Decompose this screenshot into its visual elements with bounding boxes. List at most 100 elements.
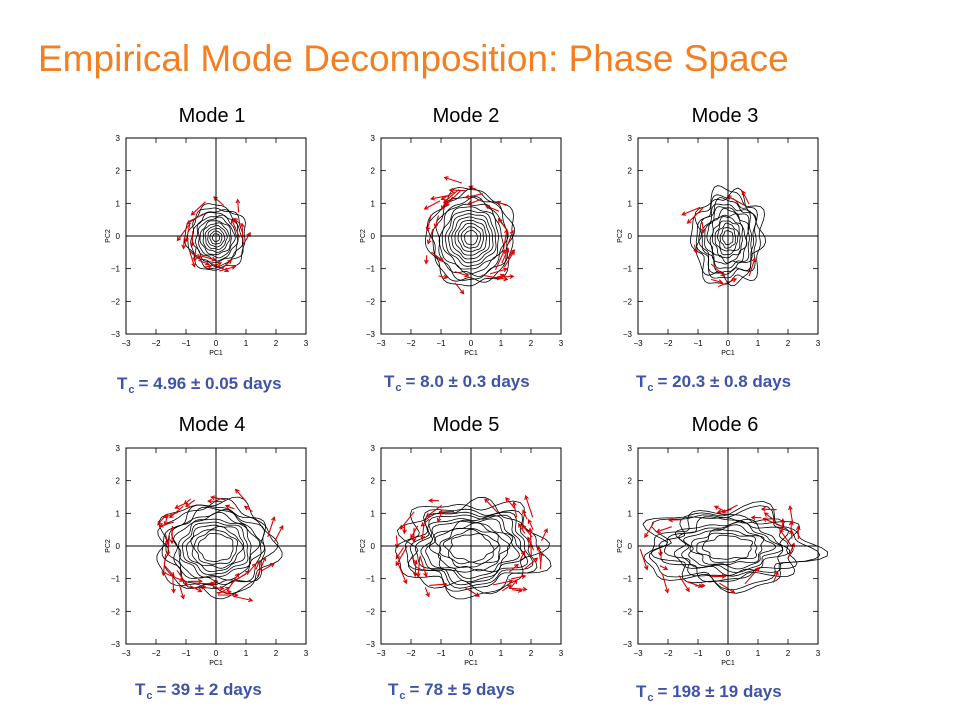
- flow-arrow: [225, 505, 235, 510]
- flow-arrow-head: [464, 194, 470, 200]
- flow-arrow-head: [522, 586, 528, 592]
- timescale-label-mode-4: Tc = 39 ± 2 days: [135, 680, 262, 702]
- flow-arrow: [710, 263, 725, 277]
- flow-arrow-head: [499, 273, 505, 279]
- flow-arrow: [434, 215, 439, 228]
- x-tick-label: 0: [469, 649, 474, 658]
- flow-arrow: [182, 237, 185, 249]
- flow-arrow-head: [224, 504, 230, 510]
- x-tick-label: 0: [214, 339, 219, 348]
- flow-arrow-head: [191, 262, 196, 268]
- x-tick-label: 3: [304, 339, 309, 348]
- flow-arrow: [185, 499, 196, 507]
- flow-arrow-head: [718, 279, 724, 284]
- flow-arrow-head: [484, 498, 489, 504]
- contour-line: [460, 226, 481, 249]
- flow-arrow: [219, 266, 236, 272]
- flow-arrow-head: [186, 220, 192, 225]
- contour-line: [649, 505, 821, 591]
- timescale-label-mode-1: Tc = 4.96 ± 0.05 days: [117, 374, 282, 396]
- flow-arrow: [656, 526, 672, 533]
- flow-arrow: [200, 255, 216, 261]
- timescale-subscript: c: [146, 690, 153, 702]
- flow-arrow: [426, 504, 443, 518]
- x-tick-label: −3: [121, 649, 131, 658]
- flow-arrows: [681, 190, 757, 288]
- flow-arrow: [421, 518, 430, 527]
- flow-arrow-head: [420, 535, 425, 541]
- y-tick-label: −3: [111, 330, 121, 339]
- x-tick-label: 3: [304, 649, 309, 658]
- flow-arrow-head: [732, 277, 738, 283]
- flow-arrow-head: [503, 276, 509, 282]
- timescale-subscript: c: [399, 690, 406, 702]
- y-tick-label: −2: [623, 607, 633, 616]
- contour-line: [448, 213, 494, 264]
- contour-line: [719, 226, 736, 249]
- flow-arrow: [441, 191, 455, 200]
- x-tick-label: −3: [633, 649, 643, 658]
- contour-line: [409, 511, 534, 589]
- flow-arrow-head: [415, 572, 421, 578]
- contour-line: [212, 233, 220, 242]
- flow-arrow-head: [426, 239, 432, 245]
- flow-arrow: [235, 489, 247, 502]
- flow-arrow: [492, 580, 513, 586]
- y-tick-label: −1: [623, 575, 633, 584]
- contour-line: [454, 219, 487, 256]
- x-tick-label: −1: [436, 339, 446, 348]
- flow-arrow-head: [170, 571, 175, 577]
- flow-arrow: [267, 517, 275, 538]
- flow-arrow-head: [207, 264, 213, 269]
- flow-arrow: [183, 498, 192, 505]
- flow-arrow: [167, 535, 170, 556]
- contour-line: [185, 524, 246, 573]
- flow-arrow: [506, 249, 515, 260]
- x-tick-label: −2: [406, 649, 416, 658]
- flow-arrow-head: [219, 585, 225, 591]
- x-tick-label: 2: [274, 339, 279, 348]
- contour-line: [701, 203, 753, 274]
- flow-arrow: [424, 587, 430, 597]
- timescale-subscript: c: [647, 692, 654, 704]
- flow-arrow: [169, 505, 184, 518]
- flow-arrow: [429, 583, 447, 586]
- flow-arrow-head: [271, 516, 276, 522]
- flow-arrow: [397, 562, 407, 584]
- x-tick-label: 1: [244, 339, 249, 348]
- flow-arrow-head: [423, 205, 429, 210]
- flow-arrow-head: [213, 579, 219, 585]
- x-tick-label: −1: [693, 649, 703, 658]
- flow-arrow-head: [444, 201, 450, 207]
- flow-arrow: [213, 196, 225, 206]
- y-tick-label: −1: [623, 265, 633, 274]
- flow-arrow: [426, 214, 432, 231]
- flow-arrow: [244, 505, 253, 512]
- flow-arrow-head: [402, 579, 408, 585]
- x-axis-label: PC1: [209, 660, 223, 667]
- flow-arrow-head: [158, 523, 164, 528]
- y-tick-label: 3: [116, 134, 121, 143]
- timescale-symbol: T: [636, 682, 647, 701]
- contour-line: [449, 533, 495, 563]
- contour-line: [424, 187, 514, 287]
- contour-line: [704, 206, 750, 269]
- timescale-symbol: T: [384, 372, 395, 391]
- flow-arrow: [454, 271, 469, 277]
- x-tick-label: 1: [756, 649, 761, 658]
- flow-arrow: [481, 274, 501, 280]
- flow-arrow: [431, 251, 444, 262]
- flow-arrow: [529, 528, 532, 545]
- flow-arrow-head: [279, 524, 284, 530]
- x-tick-label: 0: [726, 649, 731, 658]
- timescale-label-mode-5: Tc = 78 ± 5 days: [388, 680, 515, 702]
- flow-arrow: [489, 268, 508, 275]
- y-tick-label: 3: [371, 134, 376, 143]
- contour-lines: [689, 185, 767, 287]
- y-tick-label: 2: [371, 167, 376, 176]
- contour-line: [451, 216, 490, 260]
- y-axis-label: PC2: [617, 539, 624, 553]
- flow-arrow-head: [763, 512, 769, 517]
- contour-line: [156, 496, 283, 600]
- flow-arrow-head: [644, 533, 649, 539]
